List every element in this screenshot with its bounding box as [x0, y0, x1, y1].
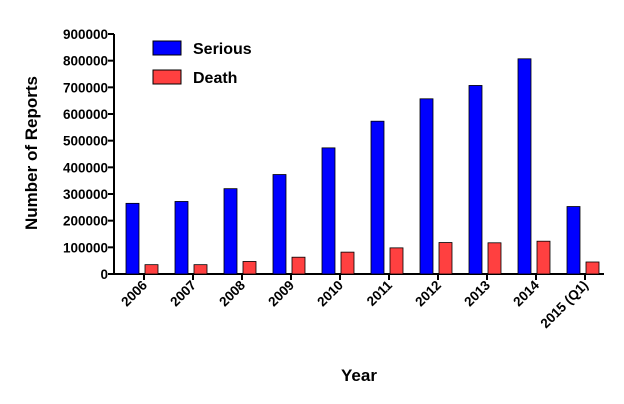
- bar-serious-2012: [419, 98, 434, 275]
- bar-death-2010: [340, 251, 355, 275]
- x-axis-title: Year: [341, 366, 377, 385]
- bar-death-2012: [438, 242, 453, 275]
- x-tick-label: 2011: [364, 277, 396, 309]
- y-tick-label: 600000: [63, 107, 108, 122]
- y-tick-label: 400000: [63, 160, 108, 175]
- bar-death-2014: [536, 240, 551, 275]
- x-axis: 2006 2007 2008 2009 2010 2011 2012 2013 20142015…: [114, 273, 604, 332]
- bar-serious-2011: [370, 120, 385, 275]
- x-tick-label: 2007: [167, 278, 199, 310]
- bar-death-2013: [487, 242, 502, 275]
- bar-serious-2009: [272, 174, 287, 275]
- bar-death-2007: [193, 264, 208, 275]
- y-tick-label: 300000: [63, 187, 108, 202]
- bar-serious-2006: [125, 202, 140, 275]
- x-tick-label: 2012: [412, 278, 444, 310]
- legend-swatch-serious: [152, 40, 182, 56]
- y-tick-label: 800000: [63, 54, 108, 69]
- x-tick-label: 2010: [314, 278, 346, 310]
- legend-label-serious: Serious: [193, 41, 252, 58]
- x-tick-label: 2008: [216, 277, 248, 309]
- y-tick-label: 100000: [63, 240, 108, 255]
- bar-serious-2014: [517, 58, 532, 275]
- bar-death-2015-q1: [585, 261, 600, 275]
- bar-death-2009: [291, 256, 306, 275]
- bar-serious-2010: [321, 147, 336, 275]
- bar-death-2008: [242, 261, 257, 275]
- bars: [125, 58, 600, 275]
- y-tick-label: 0: [100, 267, 108, 282]
- legend-label-death: Death: [193, 70, 237, 87]
- x-tick-label: 2006: [118, 277, 150, 309]
- bar-serious-2013: [468, 85, 483, 275]
- legend-swatch-death: [152, 69, 182, 85]
- y-tick-label: 700000: [63, 80, 108, 95]
- y-tick-label: 500000: [63, 134, 108, 149]
- legend: Serious Death: [152, 40, 252, 87]
- y-tick-label: 900000: [63, 27, 108, 42]
- x-tick-label: 2015 (Q1): [538, 278, 592, 332]
- bar-death-2006: [144, 264, 159, 275]
- y-axis-title: Number of Reports: [22, 76, 41, 230]
- x-tick-label: 2009: [265, 278, 297, 310]
- bar-serious-2008: [223, 188, 238, 275]
- bar-serious-2015-q1: [566, 206, 581, 275]
- bar-death-2011: [389, 247, 404, 275]
- y-tick-label: 200000: [63, 214, 108, 229]
- y-axis: 0 100000 200000 300000 400000 500000 600000 700…: [63, 27, 115, 282]
- bar-serious-2007: [174, 201, 189, 275]
- x-tick-label: 2014: [510, 277, 542, 309]
- x-tick-label: 2013: [461, 277, 493, 309]
